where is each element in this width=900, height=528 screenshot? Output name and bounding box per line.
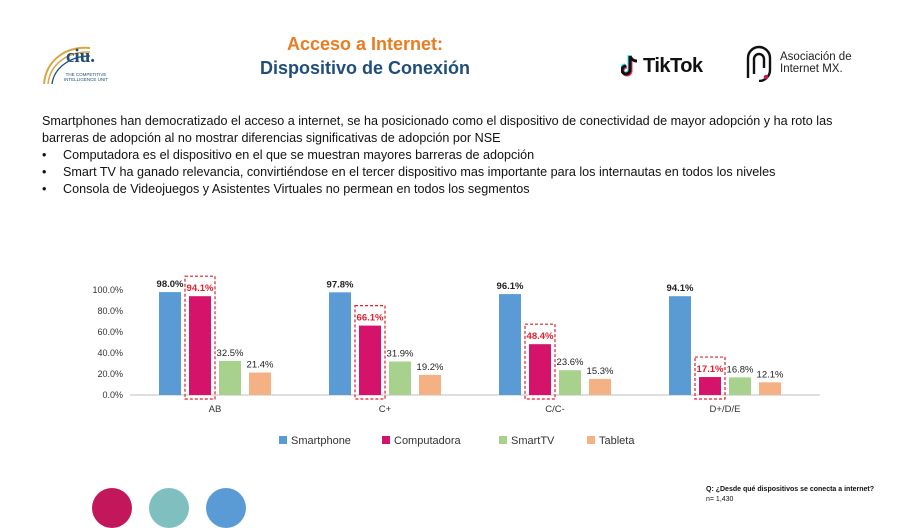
data-label: 23.6%	[557, 357, 584, 368]
data-label: 15.3%	[587, 366, 614, 377]
bar-computadora	[359, 325, 381, 395]
decor-circle-blue	[206, 488, 246, 528]
legend-entry: Tableta	[599, 435, 635, 447]
bar-tableta	[759, 382, 781, 395]
bar-smartphone	[159, 292, 181, 395]
data-label: 94.1%	[667, 283, 694, 294]
legend-entry: Smartphone	[291, 435, 351, 447]
title-line-2: Dispositivo de Conexión	[259, 58, 471, 78]
slide-title: Acceso a Internet: Dispositivo de Conexi…	[200, 33, 530, 80]
sample-size: n= 1,430	[706, 496, 734, 503]
y-tick-label: 40.0%	[97, 348, 123, 358]
bar-tableta	[249, 372, 271, 395]
y-tick-label: 60.0%	[97, 327, 123, 337]
source-note: Q: ¿Desde qué dispositivos se conecta a …	[706, 485, 874, 505]
tiktok-note-icon	[621, 55, 638, 77]
data-label: 12.1%	[757, 369, 784, 380]
legend-swatch	[382, 436, 390, 444]
ciu-logo-text: ciu.	[66, 46, 96, 67]
highlight-box	[184, 275, 216, 400]
decor-circle-teal	[149, 488, 189, 528]
y-tick-label: 100.0%	[92, 285, 123, 295]
intro-text: Smartphones han democratizado el acceso …	[42, 113, 872, 198]
data-label: 94.1%	[187, 283, 214, 294]
data-label: 17.1%	[697, 364, 724, 375]
legend-swatch	[587, 436, 595, 444]
y-tick-label: 0.0%	[102, 390, 123, 400]
y-tick-label: 80.0%	[97, 306, 123, 316]
aimx-logo: Asociación de Internet MX.	[744, 44, 852, 82]
bar-smarttv	[729, 377, 751, 395]
data-label: 97.8%	[327, 279, 354, 290]
bar-smarttv	[559, 370, 581, 395]
intro-paragraph: Smartphones han democratizado el acceso …	[42, 114, 833, 145]
highlight-box	[524, 323, 556, 400]
data-label: 21.4%	[247, 360, 274, 371]
bullet-item: Smart TV ha ganado relevancia, convirtié…	[42, 164, 872, 181]
bar-tableta	[589, 378, 611, 395]
highlight-box	[354, 304, 386, 400]
ciu-logo-subtitle: THE COMPETITIVE INTELLIGENCE UNIT	[63, 72, 109, 82]
category-label: D+/D/E	[710, 404, 741, 415]
bar-computadora	[699, 377, 721, 395]
data-label: 98.0%	[157, 279, 184, 290]
legend-entry: SmartTV	[511, 435, 555, 447]
data-label: 31.9%	[387, 349, 414, 360]
legend-entry: Computadora	[394, 435, 462, 447]
tiktok-logo: TikTok	[621, 53, 703, 79]
aimx-logo-text: Asociación de Internet MX.	[780, 51, 852, 75]
highlight-box	[694, 356, 726, 400]
bar-tableta	[419, 374, 441, 395]
bar-smartphone	[669, 296, 691, 395]
tiktok-logo-text: TikTok	[643, 54, 703, 77]
bullet-item: Computadora es el dispositivo en el que …	[42, 147, 872, 164]
data-label: 48.4%	[527, 331, 554, 342]
aimx-emblem-icon	[746, 45, 772, 82]
data-label: 19.2%	[417, 362, 444, 373]
title-line-1: Acceso a Internet:	[286, 34, 444, 54]
y-tick-label: 20.0%	[97, 369, 123, 379]
bar-computadora	[189, 296, 211, 395]
ciu-logo	[43, 46, 91, 85]
device-bar-chart: 0.0%20.0%40.0%60.0%80.0%100.0% 98.0% 94.1%…	[92, 275, 820, 447]
legend-swatch	[279, 436, 287, 444]
data-label: 32.5%	[217, 348, 244, 359]
bullet-item: Consola de Videojuegos y Asistentes Virt…	[42, 181, 872, 198]
category-label: AB	[209, 404, 222, 415]
bullet-list: Computadora es el dispositivo en el que …	[42, 147, 872, 198]
bar-smartphone	[329, 292, 351, 395]
bar-smartphone	[499, 294, 521, 395]
category-label: C/C-	[545, 404, 565, 415]
source-question: Q: ¿Desde qué dispositivos se conecta a …	[706, 486, 875, 493]
decor-circle-magenta	[92, 488, 132, 528]
bar-smarttv	[219, 360, 241, 395]
data-label: 96.1%	[497, 281, 524, 292]
legend-swatch	[499, 436, 507, 444]
data-label: 16.8%	[727, 364, 754, 375]
category-label: C+	[379, 404, 392, 415]
bar-computadora	[529, 344, 551, 395]
bar-smarttv	[389, 361, 411, 395]
data-label: 66.1%	[357, 313, 384, 324]
